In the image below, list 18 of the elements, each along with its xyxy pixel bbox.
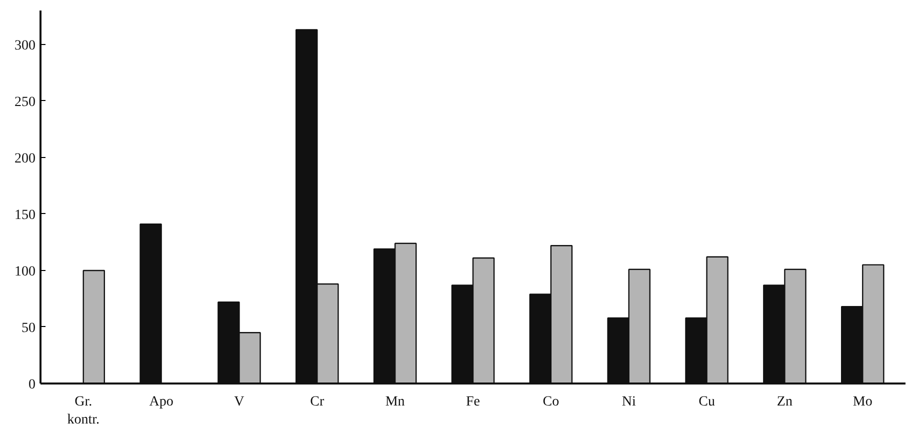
- y-tick-label: 150: [14, 208, 36, 223]
- x-tick-label: Fe: [466, 394, 480, 410]
- y-tick-label: 250: [14, 94, 36, 110]
- x-tick-label: Apo: [149, 394, 174, 410]
- x-tick-label: Zn: [776, 394, 792, 410]
- y-tick-label: 50: [22, 320, 36, 336]
- x-tick-label: Cu: [698, 394, 715, 410]
- y-tick-label: 0: [28, 378, 36, 392]
- x-tick-label: Gr. kontr.: [67, 394, 100, 428]
- y-tick-label: 100: [14, 264, 36, 280]
- x-tick-label: Co: [542, 394, 560, 410]
- x-tick-label: Cr: [310, 394, 324, 410]
- y-tick-label: 200: [14, 151, 36, 166]
- y-tick-label: 300: [14, 38, 36, 54]
- x-tick-label: Ni: [622, 394, 636, 410]
- x-tick-label: Mo: [852, 394, 872, 410]
- x-tick-label: V: [234, 394, 244, 410]
- x-tick-label: Mn: [385, 394, 405, 410]
